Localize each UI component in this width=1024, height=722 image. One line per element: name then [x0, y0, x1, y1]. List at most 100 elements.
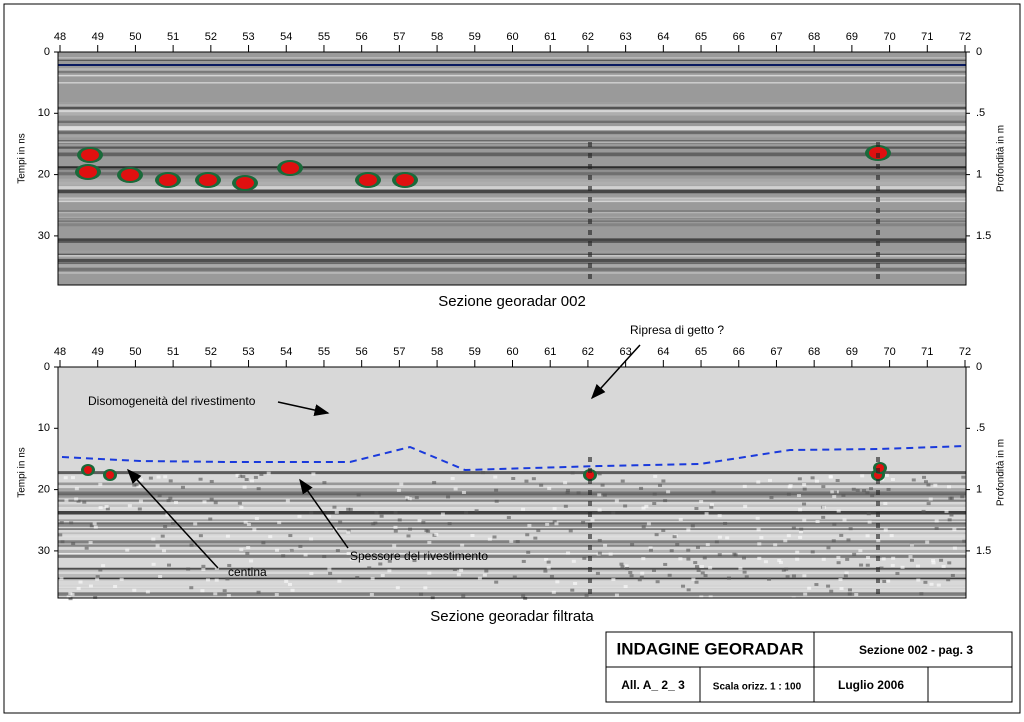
speckle: [934, 526, 939, 530]
speckle: [802, 487, 807, 491]
anomaly: [106, 471, 114, 479]
speckle: [815, 520, 820, 524]
speckle: [335, 549, 340, 553]
speckle: [543, 569, 548, 573]
speckle: [539, 483, 544, 487]
speckle: [678, 557, 683, 561]
y-tick-label-right: .5: [976, 107, 985, 119]
speckle: [866, 555, 871, 559]
x-tick-label: 53: [242, 346, 254, 358]
x-tick-label: 70: [883, 31, 895, 43]
speckle: [98, 568, 103, 572]
speckle: [156, 475, 161, 479]
speckle: [696, 568, 701, 572]
speckle: [795, 550, 800, 554]
speckle: [84, 546, 89, 550]
speckle: [686, 548, 691, 552]
speckle: [921, 509, 926, 513]
speckle: [960, 495, 965, 499]
speckle: [949, 513, 954, 517]
speckle: [369, 592, 374, 596]
speckle: [494, 488, 499, 492]
anomaly: [236, 177, 254, 189]
speckle: [327, 567, 332, 571]
speckle: [836, 509, 841, 513]
speckle: [756, 480, 761, 484]
speckle: [565, 488, 570, 492]
speckle: [889, 534, 894, 538]
speckle: [322, 555, 327, 559]
speckle: [74, 497, 79, 501]
x-tick-label: 72: [959, 346, 971, 358]
speckle: [357, 553, 362, 557]
speckle: [104, 505, 109, 509]
speckle: [60, 540, 65, 544]
speckle: [597, 538, 602, 542]
y-tick-label-right: 0: [976, 361, 982, 373]
speckle: [865, 534, 870, 538]
y-tick-label-left: 20: [38, 484, 50, 496]
radargram: 48 49 50 51 52 53 54 55 56 57 58 59 60 61 62 63 64 65 66 67…: [17, 31, 1007, 310]
speckle: [68, 591, 73, 595]
speckle: [127, 504, 132, 508]
speckle: [397, 518, 402, 522]
speckle: [370, 577, 375, 581]
speckle: [249, 559, 254, 563]
speckle: [919, 592, 924, 596]
speckle: [419, 592, 424, 596]
speckle: [882, 579, 887, 583]
speckle: [460, 543, 465, 547]
speckle: [174, 500, 179, 504]
speckle: [742, 484, 747, 488]
speckle: [648, 546, 653, 550]
speckle: [332, 505, 337, 509]
speckle: [563, 481, 568, 485]
speckle: [355, 576, 360, 580]
speckle: [865, 563, 870, 567]
speckle: [474, 509, 479, 513]
speckle: [250, 479, 255, 483]
speckle: [576, 491, 581, 495]
speckle: [395, 586, 400, 590]
speckle: [252, 528, 257, 532]
speckle: [773, 543, 778, 547]
speckle: [259, 472, 264, 476]
x-tick-label: 65: [695, 31, 707, 43]
speckle: [881, 557, 886, 561]
speckle: [831, 539, 836, 543]
scale: Scala orizz. 1 : 100: [713, 682, 802, 693]
speckle: [158, 574, 163, 578]
speckle: [691, 577, 696, 581]
speckle: [866, 512, 871, 516]
y-tick-label-left: 30: [38, 230, 50, 242]
x-tick-label: 56: [356, 346, 368, 358]
speckle: [646, 522, 651, 526]
speckle: [515, 540, 520, 544]
anomaly: [359, 174, 377, 186]
speckle: [246, 522, 251, 526]
speckle: [860, 474, 865, 478]
speckle: [334, 510, 339, 514]
speckle: [524, 479, 529, 483]
x-tick-label: 68: [808, 31, 820, 43]
speckle: [171, 521, 176, 525]
speckle: [421, 521, 426, 525]
speckle: [309, 511, 314, 515]
speckle: [950, 573, 955, 577]
speckle: [821, 557, 826, 561]
x-tick-label: 69: [846, 346, 858, 358]
speckle: [571, 559, 576, 563]
speckle: [168, 479, 173, 483]
speckle: [63, 476, 68, 480]
speckle: [686, 528, 691, 532]
speckle: [447, 522, 452, 526]
speckle: [624, 564, 629, 568]
x-tick-label: 51: [167, 346, 179, 358]
speckle: [546, 566, 551, 570]
page-border: [3, 3, 1021, 714]
speckle: [214, 566, 219, 570]
x-tick-label: 62: [582, 346, 594, 358]
speckle: [694, 506, 699, 510]
speckle: [785, 575, 790, 579]
speckle: [909, 558, 914, 562]
